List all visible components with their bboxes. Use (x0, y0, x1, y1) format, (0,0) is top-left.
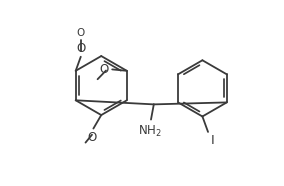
Text: I: I (210, 134, 214, 147)
Text: NH$_2$: NH$_2$ (138, 124, 162, 139)
Text: O: O (100, 63, 109, 76)
Text: O: O (77, 41, 86, 54)
Text: O: O (87, 131, 97, 144)
Text: O: O (77, 28, 85, 38)
